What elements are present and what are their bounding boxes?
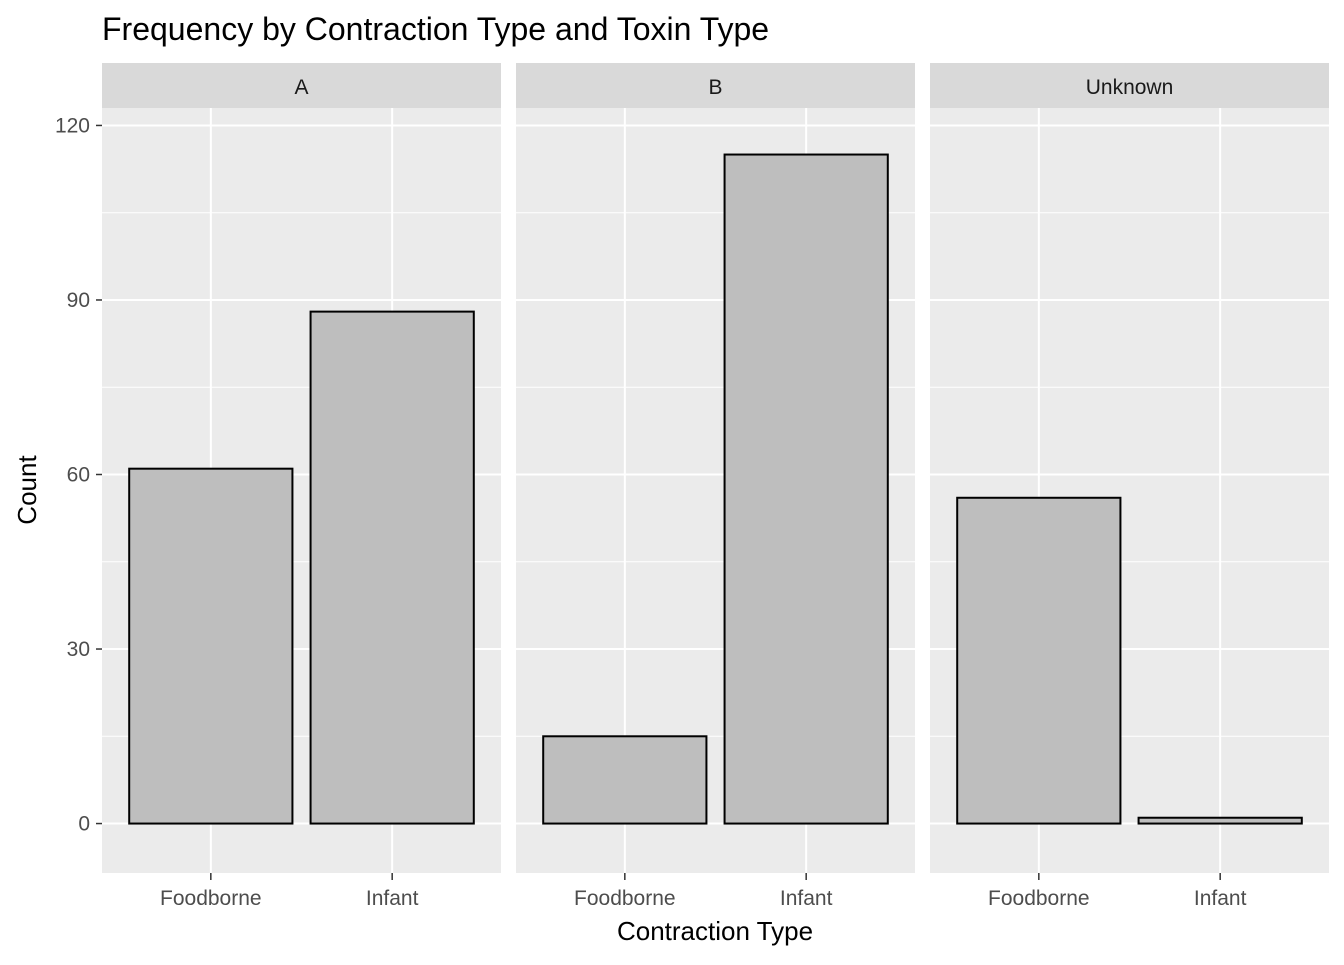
bar-b-foodborne [542,735,708,825]
x-tick-label: Infant [366,887,419,910]
facet-strip-label: B [708,76,722,99]
bar-b-infant [723,153,889,825]
x-tick-label: Foodborne [160,887,262,910]
bar-unknown-foodborne [956,496,1122,825]
chart-title: Frequency by Contraction Type and Toxin … [102,11,769,47]
y-axis-label: Count [12,455,42,525]
y-tick-label: 30 [67,638,90,661]
bar-a-foodborne [128,467,294,825]
facet-strip [516,63,915,108]
x-tick-label: Infant [780,887,833,910]
y-tick-label: 120 [55,114,90,137]
bar-a-infant [309,310,475,825]
y-tick-label: 60 [67,464,90,487]
x-axis-label: Contraction Type [617,916,813,946]
facets-layer: 0 30 60 90 120 A Foodborne Infant B Foodborne Infa… [55,63,1329,910]
x-tick-label: Infant [1194,887,1247,910]
x-tick-label: Foodborne [988,887,1090,910]
facet-strip-label: Unknown [1086,76,1174,99]
bar-unknown-infant [1137,816,1303,825]
facet-strip [102,63,501,108]
facet-strip [930,63,1329,108]
y-tick-label: 90 [67,289,90,312]
y-tick-label: 0 [78,813,90,836]
x-tick-label: Foodborne [574,887,676,910]
facet-strip-label: A [294,76,308,99]
